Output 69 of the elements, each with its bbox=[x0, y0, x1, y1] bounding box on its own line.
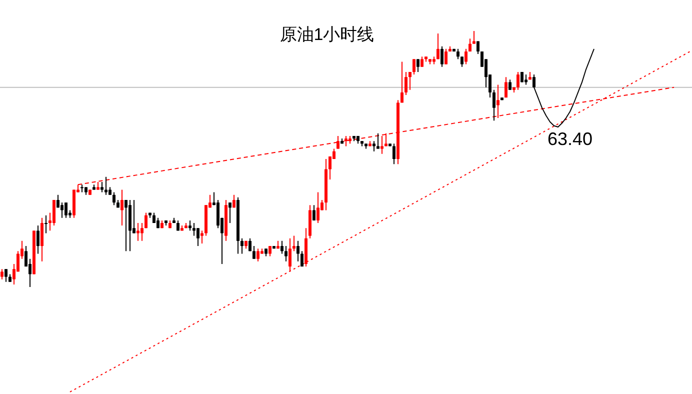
candlestick bbox=[292, 235, 296, 252]
candlestick bbox=[524, 74, 528, 86]
candlestick bbox=[288, 238, 292, 272]
candlestick bbox=[336, 135, 340, 150]
candlestick bbox=[232, 194, 236, 208]
candlestick bbox=[44, 214, 48, 234]
candlestick bbox=[376, 132, 380, 150]
candlestick bbox=[136, 222, 140, 242]
candlestick bbox=[468, 38, 472, 52]
candlestick bbox=[312, 204, 316, 221]
candlestick bbox=[476, 40, 480, 55]
candlestick bbox=[508, 79, 512, 90]
candlestick bbox=[100, 182, 104, 193]
candlestick bbox=[104, 176, 108, 196]
candlestick bbox=[456, 48, 460, 60]
candlestick bbox=[280, 240, 284, 254]
candlestick bbox=[188, 220, 192, 232]
candlestick bbox=[256, 248, 260, 262]
candlestick bbox=[436, 33, 440, 60]
candlestick bbox=[56, 194, 60, 208]
candlestick bbox=[0, 268, 4, 280]
candlestick bbox=[144, 212, 148, 229]
candlestick bbox=[240, 238, 244, 254]
candlestick bbox=[460, 56, 464, 68]
candlestick bbox=[216, 199, 220, 229]
candlestick bbox=[192, 222, 196, 236]
candlestick bbox=[444, 48, 448, 65]
candlestick bbox=[296, 240, 300, 262]
candlestick bbox=[300, 250, 304, 268]
candlestick bbox=[392, 143, 396, 165]
annotation: 63.40 bbox=[547, 129, 593, 149]
candlestick bbox=[380, 135, 384, 154]
candlestick bbox=[52, 199, 56, 226]
candlestick bbox=[492, 89, 496, 122]
candlestick bbox=[80, 184, 84, 193]
candlestick bbox=[120, 189, 124, 226]
candlestick bbox=[408, 71, 412, 90]
candlestick bbox=[200, 230, 204, 244]
candlestick bbox=[284, 246, 288, 262]
candlestick bbox=[472, 30, 476, 44]
candlestick bbox=[140, 222, 144, 242]
candlestick bbox=[504, 76, 508, 98]
candlestick bbox=[132, 199, 136, 234]
candlestick bbox=[196, 228, 200, 247]
candlestick bbox=[416, 58, 420, 72]
candlestick bbox=[344, 135, 348, 147]
candlestick bbox=[4, 268, 8, 282]
candlestick bbox=[252, 246, 256, 260]
candlestick bbox=[516, 71, 520, 90]
candlestick bbox=[404, 71, 408, 96]
candlestick bbox=[420, 56, 424, 68]
candlestick bbox=[464, 48, 468, 65]
candlestick bbox=[268, 246, 272, 257]
candlestick bbox=[40, 217, 44, 262]
candlestick bbox=[400, 61, 404, 104]
candlestick bbox=[124, 199, 128, 252]
candlestick bbox=[328, 156, 332, 180]
candlestick bbox=[64, 202, 68, 218]
candlestick bbox=[384, 132, 388, 147]
candlestick bbox=[112, 192, 116, 206]
candlestick bbox=[316, 192, 320, 224]
candlestick bbox=[440, 46, 444, 68]
chart-title: 原油1小时线 bbox=[280, 25, 374, 44]
candlestick bbox=[36, 225, 40, 254]
candlestick bbox=[60, 202, 64, 218]
candlestick bbox=[372, 140, 376, 152]
candlestick bbox=[412, 58, 416, 76]
candlestick bbox=[228, 202, 232, 224]
candlestick bbox=[248, 238, 252, 252]
